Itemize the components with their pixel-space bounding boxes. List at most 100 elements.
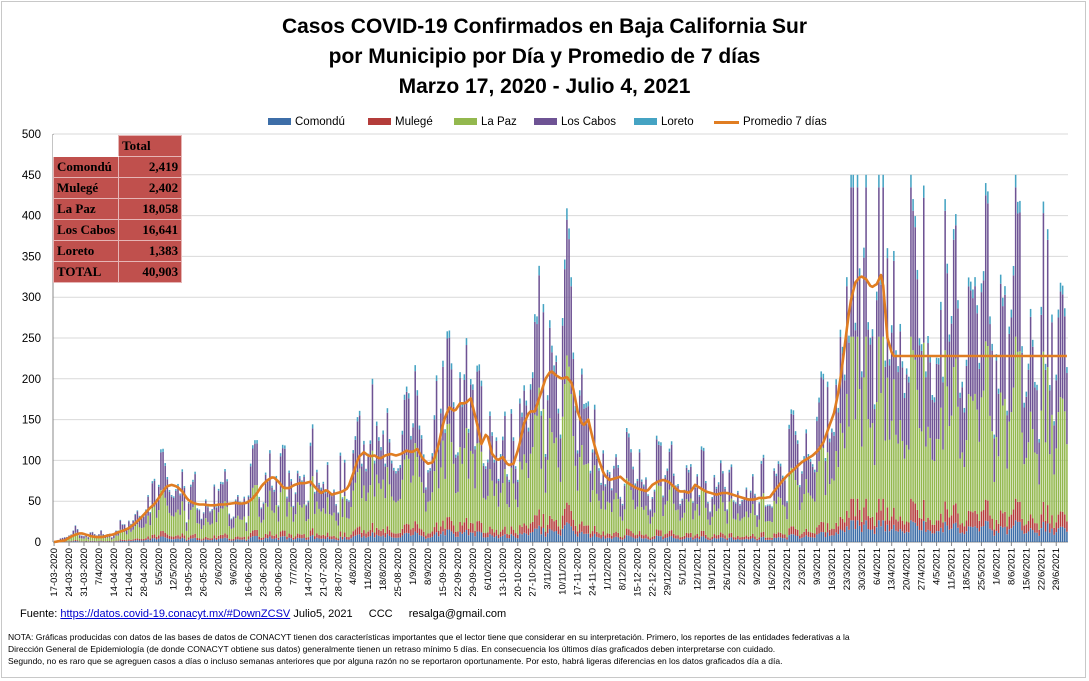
bar-comondu [461, 533, 463, 542]
bar-loscabos [128, 521, 130, 531]
bar-comondu [732, 539, 735, 542]
bar-mulege [762, 531, 765, 537]
x-tick-label: 14-07-2020 [303, 548, 314, 597]
bar-comondu [373, 537, 376, 542]
bar-mulege [463, 522, 466, 533]
bar-comondu [433, 534, 436, 542]
bar-loscabos [709, 512, 711, 525]
bar-loreto [801, 471, 803, 474]
bar-loscabos [993, 438, 996, 482]
bar-loreto [1059, 282, 1062, 292]
bar-lapaz [341, 516, 344, 537]
bar-loreto [698, 494, 701, 497]
bar-lapaz [743, 516, 746, 537]
bar-lapaz [149, 525, 151, 539]
bar-loreto [702, 447, 705, 452]
bar-loscabos [219, 483, 222, 509]
bar-loreto [781, 475, 784, 478]
bar-loreto [600, 482, 602, 485]
bar-comondu [707, 539, 709, 542]
bar-loreto [997, 388, 1000, 394]
bar-lapaz [752, 504, 754, 534]
bar-mulege [788, 528, 790, 536]
bar-loreto [1021, 346, 1023, 353]
bar-loreto [1006, 410, 1008, 416]
bar-mulege [873, 525, 876, 534]
bar-loreto [719, 460, 722, 464]
x-tick-label: 19/1/2021 [707, 548, 718, 590]
bar-lapaz [747, 517, 750, 537]
bar-lapaz [566, 355, 568, 503]
bar-loreto [190, 484, 192, 487]
avg-line [53, 273, 1067, 544]
bar-mulege [861, 521, 863, 532]
bar-lapaz [416, 457, 419, 525]
bar-loscabos [380, 450, 382, 489]
bar-mulege [536, 515, 538, 529]
y-tick-label: 0 [35, 537, 41, 549]
bar-mulege [619, 536, 622, 540]
bar-loscabos [375, 425, 378, 475]
bar-comondu [989, 528, 991, 542]
bar-loscabos [660, 445, 662, 487]
bar-lapaz [305, 521, 307, 538]
bar-lapaz [202, 525, 205, 539]
bar-lapaz [987, 346, 989, 501]
bar-loreto [752, 474, 754, 477]
bar-mulege [136, 538, 139, 541]
bar-mulege [698, 536, 701, 540]
x-tick-label: 4/5/2021 [932, 548, 943, 585]
bar-lapaz [848, 426, 850, 518]
bar-mulege [397, 533, 399, 538]
bar-loreto [916, 269, 919, 280]
bar-loscabos [87, 537, 90, 540]
bar-comondu [961, 532, 963, 542]
source-link[interactable]: https://datos.covid-19.conacyt.mx/#DownZ… [60, 608, 291, 620]
bar-loscabos [713, 477, 716, 505]
bar-lapaz [570, 393, 572, 511]
bar-comondu [764, 539, 767, 542]
bar-lapaz [440, 467, 442, 527]
bar-mulege [405, 523, 408, 533]
bar-comondu [151, 538, 154, 542]
bar-comondu [243, 539, 246, 542]
bar-loreto [147, 495, 149, 497]
source-email: resalga@gmail.com [408, 608, 507, 620]
bar-loreto [1051, 314, 1053, 323]
bar-loreto [715, 486, 718, 489]
bar-mulege [574, 525, 577, 534]
bar-comondu [316, 537, 318, 542]
bar-lapaz [899, 420, 902, 517]
bar-loscabos [83, 536, 85, 539]
bar-comondu [100, 541, 102, 542]
bar-lapaz [1055, 448, 1058, 523]
bar-comondu [625, 535, 628, 542]
bar-mulege [76, 540, 79, 542]
bar-mulege [843, 522, 846, 533]
bar-lapaz [658, 485, 660, 531]
bar-mulege [895, 519, 897, 531]
bar-lapaz [707, 519, 709, 538]
x-tick-label: 2/2/2021 [737, 548, 748, 585]
bar-lapaz [675, 510, 677, 536]
bar-comondu [448, 529, 451, 542]
bar-loreto [243, 496, 246, 499]
bar-mulege [158, 535, 160, 539]
bar-loreto [922, 185, 925, 198]
bar-comondu [158, 538, 160, 542]
bar-loreto [279, 453, 282, 457]
bar-loreto [284, 445, 286, 449]
x-tick-label: 4/8/2020 [348, 548, 359, 585]
bar-loreto [865, 174, 867, 188]
bar-lapaz [999, 392, 1002, 511]
bar-mulege [1040, 514, 1043, 529]
bar-lapaz [1014, 336, 1017, 499]
bar-comondu [292, 539, 295, 542]
bar-mulege [192, 534, 194, 539]
bar-loscabos [260, 508, 263, 523]
bar-comondu [745, 538, 748, 542]
bar-lapaz [728, 501, 731, 534]
bar-mulege [809, 532, 812, 538]
bar-loreto [307, 500, 310, 503]
bar-lapaz [912, 350, 914, 502]
